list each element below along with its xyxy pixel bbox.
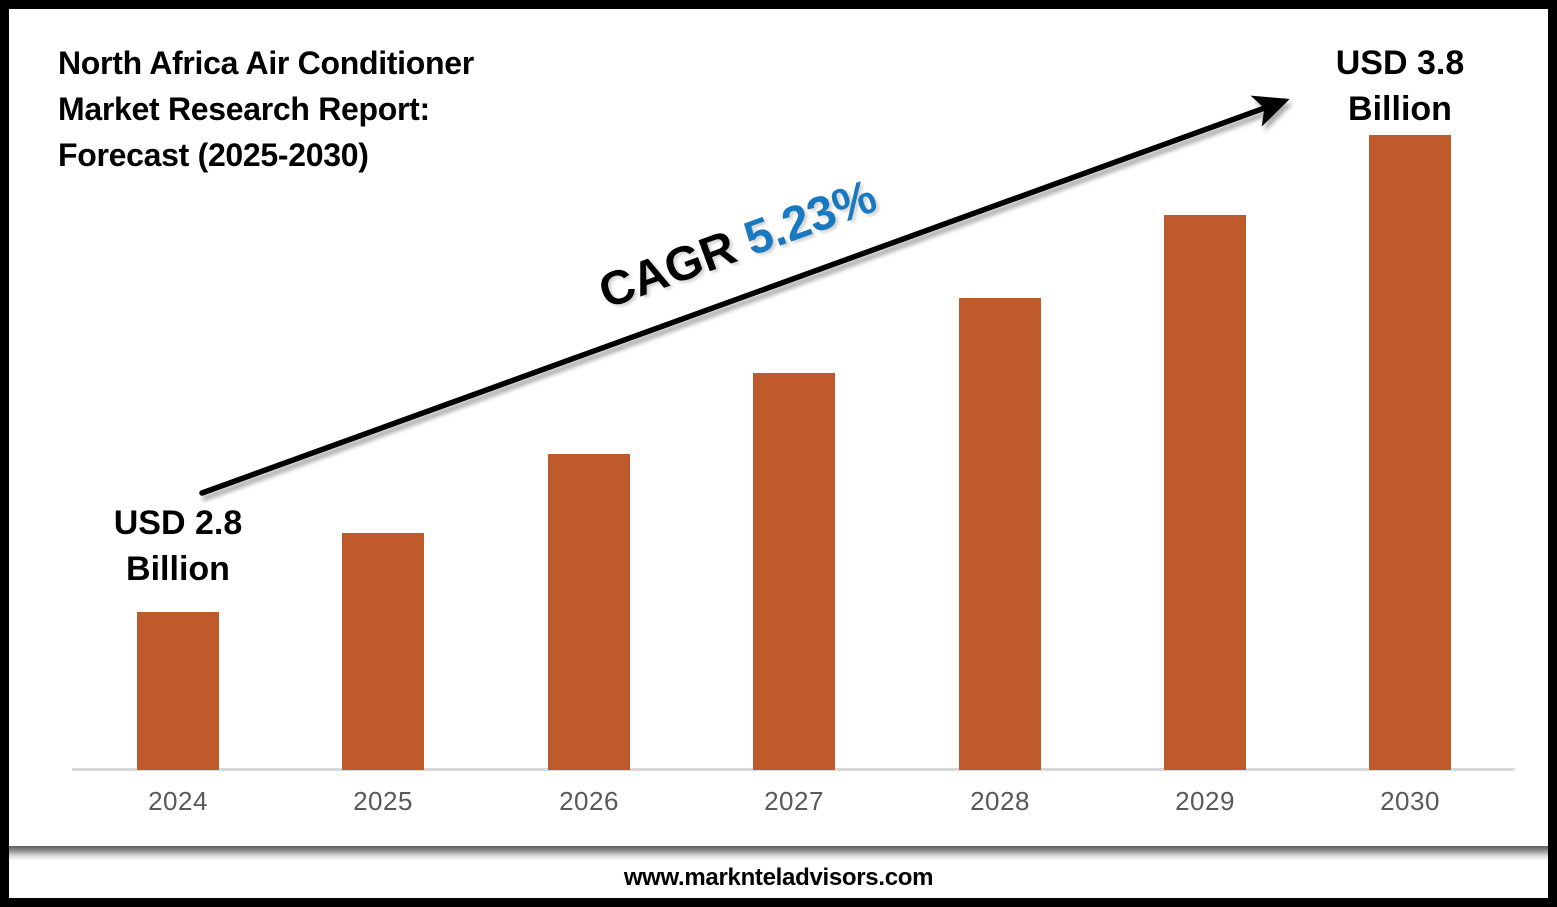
end-value-line-2: Billion — [1348, 90, 1452, 128]
bar-2025 — [342, 533, 424, 770]
x-tick-2030: 2030 — [1380, 786, 1440, 816]
footer-website-banner: www.marknteladvisors.com — [0, 858, 1557, 898]
x-tick-2029: 2029 — [1175, 786, 1235, 816]
x-tick-2027: 2027 — [764, 786, 824, 816]
bar-2024 — [137, 612, 219, 770]
bar-2029 — [1164, 215, 1246, 770]
chart-title-line-3: Forecast (2025-2030) — [58, 137, 369, 173]
footer-website-url: www.marknteladvisors.com — [623, 864, 934, 891]
chart-title-line-1: North Africa Air Conditioner — [58, 45, 474, 81]
bar-2030 — [1369, 135, 1451, 770]
start-value-annotation: USD 2.8 Billion — [68, 500, 288, 592]
x-tick-2028: 2028 — [970, 786, 1030, 816]
bar-2027 — [753, 373, 835, 770]
footer-shadow-divider — [9, 846, 1548, 861]
x-tick-2025: 2025 — [353, 786, 413, 816]
start-value-line-1: USD 2.8 — [113, 504, 243, 542]
start-value-line-2: Billion — [126, 550, 230, 588]
end-value-line-1: USD 3.8 — [1335, 44, 1465, 82]
chart-title-line-2: Market Research Report: — [58, 91, 430, 127]
bar-2028 — [959, 298, 1041, 770]
chart-title: North Africa Air Conditioner Market Rese… — [58, 40, 474, 178]
bar-2026 — [548, 454, 630, 770]
x-tick-2026: 2026 — [559, 786, 619, 816]
end-value-annotation: USD 3.8 Billion — [1290, 40, 1510, 132]
x-tick-2024: 2024 — [148, 786, 208, 816]
